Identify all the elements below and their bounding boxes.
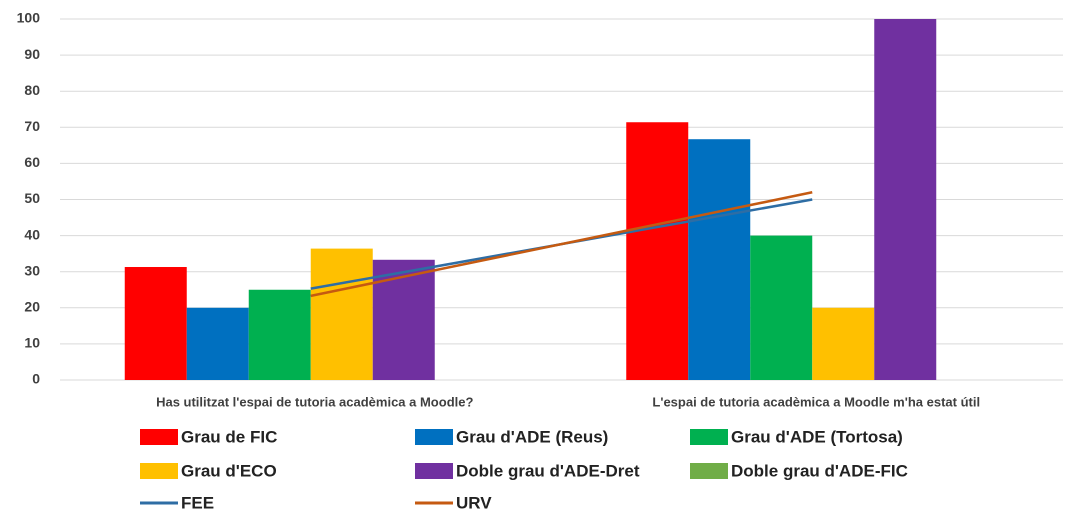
- legend-label: Doble grau d'ADE-Dret: [456, 461, 640, 480]
- legend-swatch: [415, 463, 453, 479]
- legend-label: Doble grau d'ADE-FIC: [731, 461, 908, 480]
- bar: [186, 307, 249, 380]
- y-tick-label: 10: [24, 335, 40, 351]
- y-tick-label: 50: [24, 190, 40, 206]
- bar: [124, 267, 187, 380]
- y-tick-label: 60: [24, 154, 40, 170]
- legend-swatch: [690, 429, 728, 445]
- bar: [750, 235, 813, 380]
- legend-swatch: [415, 429, 453, 445]
- legend-swatch: [140, 463, 178, 479]
- legend-swatch: [140, 429, 178, 445]
- y-tick-label: 90: [24, 46, 40, 62]
- bar: [874, 19, 937, 380]
- legend-label: Grau de FIC: [181, 427, 277, 446]
- y-tick-label: 40: [24, 226, 40, 242]
- y-tick-label: 80: [24, 82, 40, 98]
- legend-label: URV: [456, 493, 492, 512]
- bar: [688, 139, 751, 380]
- legend-label: Grau d'ADE (Reus): [456, 427, 608, 446]
- y-tick-label: 70: [24, 118, 40, 134]
- legend-label: Grau d'ECO: [181, 461, 277, 480]
- y-tick-label: 30: [24, 262, 40, 278]
- bar: [626, 122, 689, 380]
- bar: [248, 289, 311, 380]
- legend-swatch: [690, 463, 728, 479]
- x-tick-label: Has utilitzat l'espai de tutoria acadèmi…: [156, 394, 473, 409]
- legend-label: FEE: [181, 493, 214, 512]
- x-tick-label: L'espai de tutoria acadèmica a Moodle m'…: [652, 394, 980, 409]
- bar: [310, 248, 373, 380]
- bar: [812, 307, 875, 380]
- y-tick-label: 100: [17, 10, 41, 26]
- y-tick-label: 0: [32, 371, 40, 387]
- y-tick-label: 20: [24, 299, 40, 315]
- line-series: [310, 191, 813, 298]
- legend-label: Grau d'ADE (Tortosa): [731, 427, 903, 446]
